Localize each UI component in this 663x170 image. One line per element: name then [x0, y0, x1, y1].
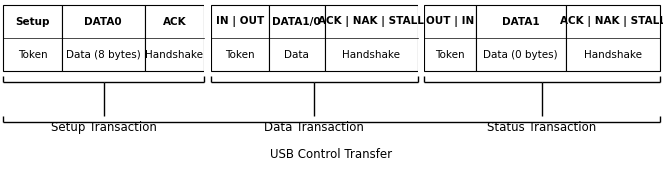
Bar	[145, 5, 204, 71]
Text: IN | OUT: IN | OUT	[215, 16, 264, 27]
Text: Data: Data	[284, 50, 309, 60]
Bar	[211, 5, 269, 71]
Text: Data Transaction: Data Transaction	[265, 121, 364, 134]
Text: Handshake: Handshake	[145, 50, 204, 60]
Text: Token: Token	[18, 50, 47, 60]
Text: Data (8 bytes): Data (8 bytes)	[66, 50, 141, 60]
Text: Setup Transaction: Setup Transaction	[51, 121, 156, 134]
Bar	[325, 5, 418, 71]
Text: Handshake: Handshake	[342, 50, 400, 60]
Bar	[62, 5, 145, 71]
Text: DATA1: DATA1	[502, 17, 540, 27]
Text: Token: Token	[225, 50, 255, 60]
Text: DATA1/0: DATA1/0	[272, 17, 321, 27]
Text: OUT | IN: OUT | IN	[426, 16, 474, 27]
Text: ACK: ACK	[162, 17, 186, 27]
Text: DATA0: DATA0	[84, 17, 122, 27]
Text: ACK | NAK | STALL: ACK | NAK | STALL	[318, 16, 424, 27]
Bar	[418, 3, 424, 73]
Bar	[204, 3, 211, 73]
Bar	[269, 5, 325, 71]
Text: Handshake: Handshake	[583, 50, 642, 60]
Text: USB Control Transfer: USB Control Transfer	[271, 148, 392, 161]
Text: Status Transaction: Status Transaction	[487, 121, 597, 134]
Text: Data (0 bytes): Data (0 bytes)	[483, 50, 558, 60]
Text: Token: Token	[436, 50, 465, 60]
Bar	[566, 5, 660, 71]
Text: Setup: Setup	[15, 17, 50, 27]
Bar	[476, 5, 566, 71]
Bar	[424, 5, 476, 71]
Bar	[3, 5, 62, 71]
Text: ACK | NAK | STALL: ACK | NAK | STALL	[560, 16, 663, 27]
